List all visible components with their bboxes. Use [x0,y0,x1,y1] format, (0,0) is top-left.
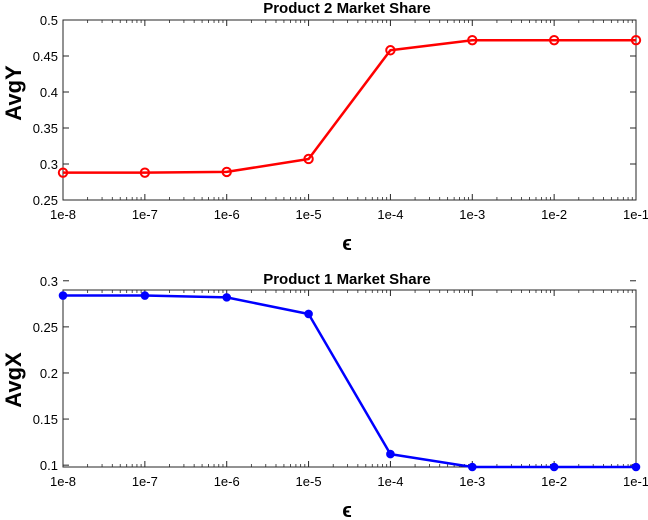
data-point [139,167,151,178]
x-tick-label: 1e-3 [459,474,485,489]
x-tick-label: 1e-1 [623,474,648,489]
x-axis-label: ϵ [342,500,352,520]
x-tick-label: 1e-5 [296,474,322,489]
data-point [549,462,559,472]
y-tick-label: 0.35 [33,121,58,136]
data-point [467,462,477,472]
x-tick-label: 1e-1 [623,207,648,222]
data-point [548,34,560,46]
x-tick-label: 1e-2 [541,474,567,489]
data-point [467,34,478,46]
y-tick-label: 0.1 [40,458,58,473]
data-point [221,166,232,178]
x-tick-label: 1e-6 [214,207,240,222]
y-axis-label: AvgX [1,352,26,408]
y-tick-label: 0.15 [33,412,58,427]
x-tick-label: 1e-8 [50,474,76,489]
plot-area [62,289,637,468]
y-axis-label: AvgY [1,65,26,121]
data-point [303,153,314,165]
data-point [630,34,642,46]
chart-title: Product 2 Market Share [263,0,431,17]
data-point [57,167,69,178]
chart-title: Product 1 Market Share [263,271,431,288]
x-tick-label: 1e-3 [459,207,485,222]
y-tick-label: 0.3 [40,274,58,289]
x-tick-label: 1e-8 [50,207,76,222]
x-tick-label: 1e-7 [132,474,158,489]
data-point [386,449,395,459]
y-tick-label: 0.25 [33,320,58,335]
x-tick-label: 1e-2 [541,207,567,222]
series-line [63,294,636,469]
data-point [304,309,313,319]
y-tick-label: 0.25 [33,193,58,208]
x-tick-label: 1e-7 [132,207,158,222]
plot-area [62,19,637,201]
data-point [385,45,396,56]
chart-product-2-market-share: Product 2 Market Share AvgY ϵ 1e-8 1e-7 1e… [1,0,648,255]
data-point [222,293,232,302]
y-tick-label: 0.3 [40,157,58,172]
y-tick-label: 0.2 [40,366,58,381]
x-tick-label: 1e-5 [296,207,322,222]
data-point [58,291,68,300]
x-axis-label: ϵ [342,233,352,255]
x-tick-label: 1e-6 [214,474,240,489]
y-tick-label: 0.45 [33,49,58,64]
series-line [63,38,636,174]
y-tick-label: 0.4 [40,85,58,100]
chart-product-1-market-share: Product 1 Market Share AvgX ϵ 1e-8 1e-7 1e… [1,271,648,520]
x-tick-label: 1e-4 [377,207,403,222]
x-tick-label: 1e-4 [377,474,403,489]
data-point [140,291,150,300]
data-point [631,462,641,472]
y-tick-label: 0.5 [40,13,58,28]
